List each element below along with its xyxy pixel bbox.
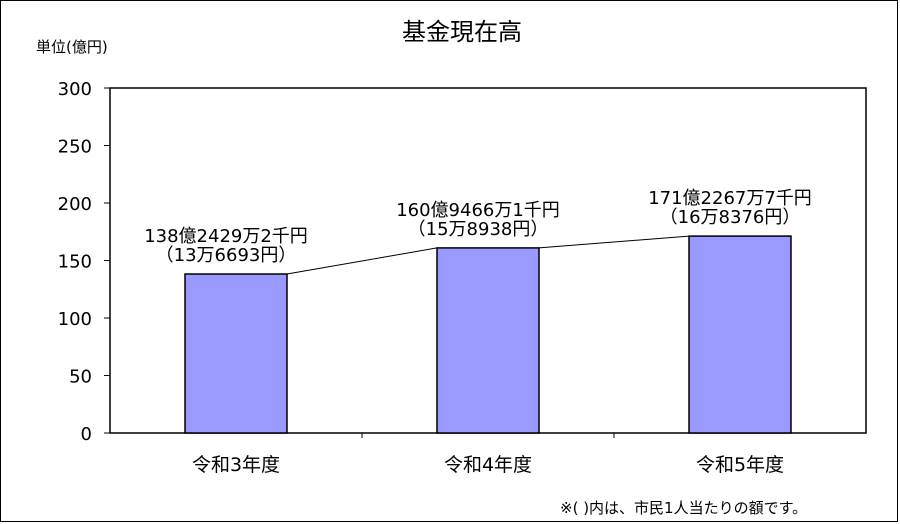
unit-label: 単位(億円) (36, 38, 108, 56)
series-line (286, 247, 438, 275)
series-line (538, 235, 690, 249)
data-label: 160億9466万1千円 (396, 200, 560, 221)
y-tick-label: 100 (58, 309, 92, 330)
plot-area: 0 50 100 150 200 250 300 令和3年度 138億2429万2千円（13万6… (58, 79, 867, 476)
y-tick-label: 0 (81, 424, 92, 445)
y-tick-label: 200 (58, 194, 92, 215)
x-tick-label: 令和3年度 (192, 454, 280, 476)
x-tick-label: 令和4年度 (444, 454, 532, 476)
data-label: （15万8938円） (408, 219, 549, 240)
y-tick-label: 150 (58, 252, 92, 273)
x-tick-label: 令和5年度 (696, 454, 784, 476)
bar (184, 273, 288, 434)
chart-title: 基金現在高 (402, 18, 522, 46)
data-label: 138億2429万2千円 (144, 226, 308, 247)
data-label: （13万6693円） (156, 245, 297, 266)
y-tick-label: 250 (58, 137, 92, 158)
footnote: ※( )内は、市民1人当たりの額です。 (560, 499, 808, 517)
data-label: 171億2267万7千円 (648, 188, 812, 209)
data-label: （16万8376円） (660, 207, 801, 228)
bar (436, 247, 540, 434)
bar (688, 235, 792, 434)
y-tick-label: 50 (69, 367, 92, 388)
y-tick-label: 300 (58, 79, 92, 100)
